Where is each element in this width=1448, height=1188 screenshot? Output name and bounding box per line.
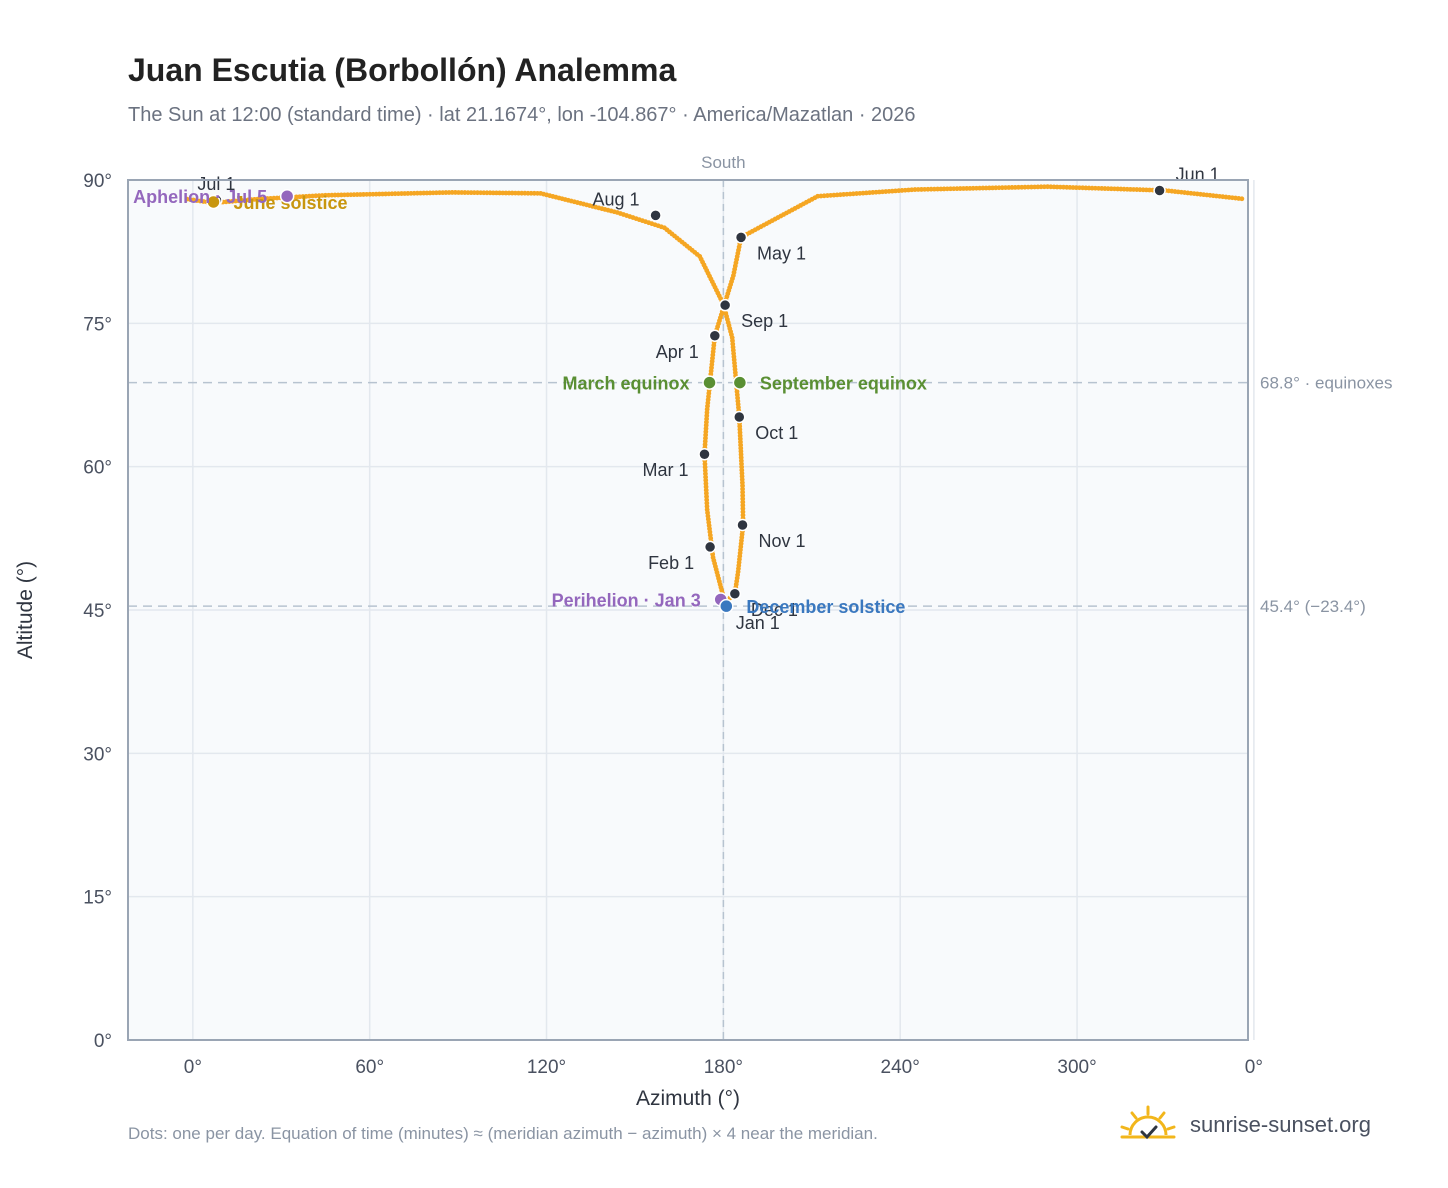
y-tick-label: 60° xyxy=(83,458,112,479)
chart-title: Juan Escutia (Borbollón) Analemma xyxy=(128,52,677,88)
month-marker xyxy=(728,587,742,601)
x-tick-label: 120° xyxy=(527,1057,566,1078)
x-axis-label: Azimuth (°) xyxy=(636,1087,740,1110)
y-tick-label: 90° xyxy=(83,171,112,192)
month-label: Apr 1 xyxy=(656,342,699,362)
daily-dot xyxy=(1239,196,1245,202)
reference-line-label: 68.8° · equinoxes xyxy=(1260,374,1393,393)
event-label: June solstice xyxy=(233,193,347,213)
month-marker xyxy=(708,329,722,343)
reference-line-label: 45.4° (−23.4°) xyxy=(1260,597,1366,616)
y-tick-label: 45° xyxy=(83,601,112,622)
month-label: Oct 1 xyxy=(755,423,798,443)
month-marker xyxy=(736,518,749,532)
month-label: Feb 1 xyxy=(648,553,694,573)
month-marker xyxy=(703,540,717,554)
x-tick-label: 0° xyxy=(184,1057,202,1078)
month-label: Sep 1 xyxy=(741,311,788,331)
y-axis-label: Altitude (°) xyxy=(14,561,37,659)
y-tick-label: 75° xyxy=(83,314,112,335)
x-tick-label: 60° xyxy=(355,1057,384,1078)
event-marker xyxy=(206,194,221,210)
meridian-label: South xyxy=(701,153,745,172)
event-marker xyxy=(279,188,295,204)
y-tick-label: 15° xyxy=(83,888,112,909)
sun-logo-icon xyxy=(1120,1105,1176,1140)
event-label: Aphelion · Jul 5 xyxy=(133,187,267,207)
month-label: Nov 1 xyxy=(759,531,806,551)
event-marker xyxy=(732,375,748,390)
event-label: December solstice xyxy=(746,597,905,617)
x-tick-label: 240° xyxy=(881,1057,920,1078)
footnote: Dots: one per day. Equation of time (min… xyxy=(128,1124,878,1143)
event-label: Perihelion · Jan 3 xyxy=(552,590,701,610)
chart-subtitle: The Sun at 12:00 (standard time) · lat 2… xyxy=(128,104,916,126)
event-label: March equinox xyxy=(562,374,689,394)
month-label: Mar 1 xyxy=(642,460,688,480)
event-label: September equinox xyxy=(760,374,927,394)
month-marker xyxy=(718,298,732,312)
brand-name: sunrise-sunset.org xyxy=(1190,1112,1371,1137)
month-label: Jan 1 xyxy=(736,613,780,633)
y-tick-label: 30° xyxy=(83,744,112,765)
month-label: Dec 1 xyxy=(751,600,798,620)
month-label: Jun 1 xyxy=(1176,165,1220,185)
x-tick-label: 180° xyxy=(704,1057,743,1078)
month-label: May 1 xyxy=(757,243,806,263)
y-tick-label: 0° xyxy=(94,1031,112,1052)
event-marker xyxy=(702,375,717,390)
month-marker xyxy=(1153,184,1166,197)
event-marker xyxy=(719,598,734,614)
x-tick-label: 0° xyxy=(1245,1057,1263,1078)
month-marker xyxy=(698,447,711,461)
month-label: Aug 1 xyxy=(593,189,640,209)
month-marker xyxy=(734,231,748,244)
x-tick-label: 300° xyxy=(1057,1057,1096,1078)
axes-frame xyxy=(127,179,1249,1041)
month-marker xyxy=(733,410,746,424)
month-marker xyxy=(649,209,662,222)
brand-logo[interactable]: sunrise-sunset.org xyxy=(1120,1100,1371,1150)
